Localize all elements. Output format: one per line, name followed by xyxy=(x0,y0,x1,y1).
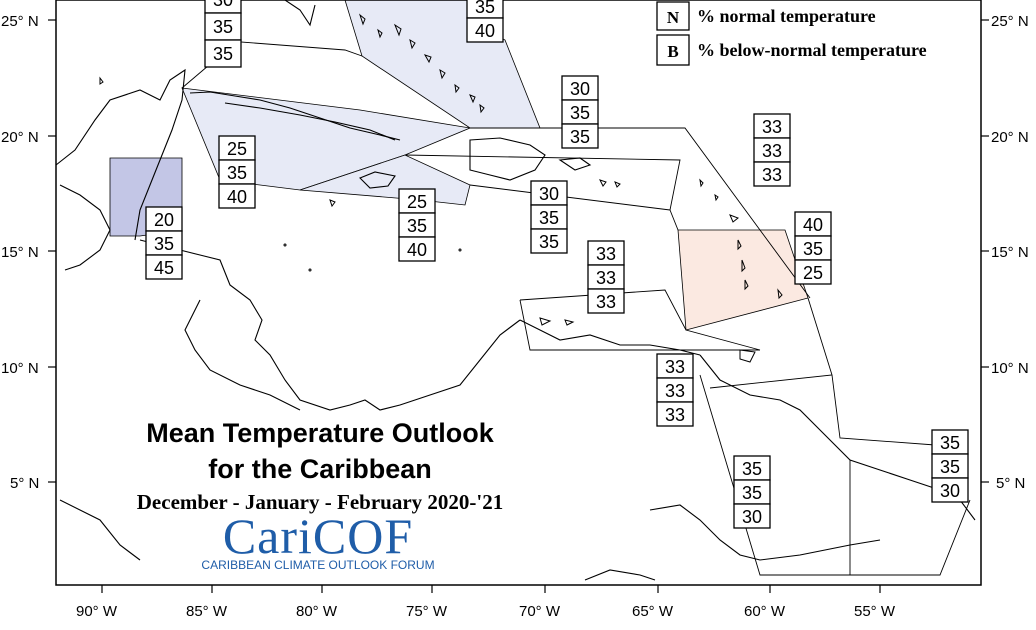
map-title-line1: Mean Temperature Outlook xyxy=(146,418,494,448)
lon-label: 80° W xyxy=(296,603,338,620)
lon-label: 70° W xyxy=(519,603,561,620)
prob-box-belize: 20 35 45 xyxy=(145,206,183,280)
prob-below: 40 xyxy=(407,240,427,260)
prob-normal: 33 xyxy=(596,268,616,288)
prob-below: 30 xyxy=(742,507,762,527)
prob-box-windwards: 40 35 25 xyxy=(794,211,832,285)
prob-box-guianas-east: 35 35 30 xyxy=(931,429,969,503)
prob-normal: 35 xyxy=(539,208,559,228)
prob-box-northern-leewards: 33 33 33 xyxy=(753,113,791,187)
prob-box-bahamas-east: 35 40 xyxy=(466,0,504,43)
prob-normal: 35 xyxy=(154,234,174,254)
lon-label: 75° W xyxy=(406,603,448,620)
map-subtitle: December - January - February 2020-'21 xyxy=(136,490,504,514)
prob-above: 30 xyxy=(539,184,559,204)
longitude-ticks xyxy=(101,585,881,593)
longitude-labels: 90° W 85° W 80° W 75° W 70° W 65° W 60° … xyxy=(76,603,896,620)
prob-below: 30 xyxy=(940,481,960,501)
latitude-labels-left: 25° N 20° N 15° N 10° N 5° N xyxy=(1,13,39,492)
coastlines xyxy=(55,0,976,581)
lat-label: 15° N xyxy=(1,244,39,261)
prob-below: 33 xyxy=(596,292,616,312)
svg-text:N: N xyxy=(667,8,680,27)
prob-normal: 35 xyxy=(213,17,233,37)
logo-wordmark: CariCOF xyxy=(222,508,414,564)
lat-label: 25° N xyxy=(991,13,1029,30)
lat-label: 10° N xyxy=(1,360,39,377)
prob-box-hispaniola-south: 30 35 35 xyxy=(530,180,568,254)
prob-normal: 35 xyxy=(475,0,495,17)
prob-above: 33 xyxy=(762,117,782,137)
prob-normal: 35 xyxy=(570,103,590,123)
prob-above: 35 xyxy=(742,459,762,479)
lat-label: 25° N xyxy=(1,13,39,30)
prob-box-bahamas-west: 30 35 35 xyxy=(204,0,242,68)
lon-label: 60° W xyxy=(744,603,786,620)
lat-label: 5° N xyxy=(10,475,39,492)
legend-key-below: B xyxy=(656,34,690,66)
prob-box-abc-islands: 33 33 33 xyxy=(587,240,625,314)
prob-box-greater-antilles-east: 30 35 35 xyxy=(561,75,599,149)
zone-windwards-fill xyxy=(677,229,809,331)
logo-tagline: CARIBBEAN CLIMATE OUTLOOK FORUM xyxy=(201,558,435,572)
prob-above: 33 xyxy=(596,244,616,264)
lat-label: 5° N xyxy=(996,475,1025,492)
legend-key-normal: N xyxy=(656,1,690,31)
prob-above: 33 xyxy=(665,357,685,377)
prob-normal: 33 xyxy=(665,381,685,401)
prob-below: 40 xyxy=(227,187,247,207)
prob-box-cuba-cayman: 25 35 40 xyxy=(218,135,256,209)
legend: N % normal temperature B % below-normal … xyxy=(656,1,927,66)
legend-label-below: % below-normal temperature xyxy=(697,40,927,60)
prob-box-guyana: 35 35 30 xyxy=(733,455,771,529)
caricof-logo: CariCOF CARIBBEAN CLIMATE OUTLOOK FORUM xyxy=(200,510,436,572)
prob-box-trinidad-tobago: 33 33 33 xyxy=(656,353,694,427)
probability-boxes: 30 35 35 35 40 30 35 35 33 33 33 25 35 4… xyxy=(145,0,969,529)
lat-label: 10° N xyxy=(991,360,1029,377)
lon-label: 90° W xyxy=(76,603,118,620)
lat-label: 20° N xyxy=(1,129,39,146)
prob-normal: 33 xyxy=(762,141,782,161)
zone-bahamas-east-fill xyxy=(344,0,541,129)
prob-normal: 35 xyxy=(742,483,762,503)
prob-below: 40 xyxy=(475,21,495,41)
lat-label: 15° N xyxy=(991,244,1029,261)
prob-normal: 35 xyxy=(407,216,427,236)
lon-label: 55° W xyxy=(854,603,896,620)
prob-above: 25 xyxy=(407,192,427,212)
svg-text:B: B xyxy=(667,42,678,61)
prob-below: 45 xyxy=(154,258,174,278)
prob-above: 20 xyxy=(154,210,174,230)
lon-label: 85° W xyxy=(186,603,228,620)
prob-below: 35 xyxy=(570,127,590,147)
map-title-line2: for the Caribbean xyxy=(208,454,432,484)
prob-below: 25 xyxy=(803,263,823,283)
prob-below: 33 xyxy=(665,405,685,425)
prob-normal: 35 xyxy=(803,239,823,259)
prob-below: 35 xyxy=(213,44,233,64)
latitude-labels-right: 25° N 20° N 15° N 10° N 5° N xyxy=(991,13,1029,492)
prob-above: 35 xyxy=(940,433,960,453)
map-frame xyxy=(55,0,982,586)
prob-above: 30 xyxy=(570,79,590,99)
prob-above: 40 xyxy=(803,215,823,235)
prob-normal: 35 xyxy=(940,457,960,477)
prob-below: 35 xyxy=(539,232,559,252)
legend-label-normal: % normal temperature xyxy=(697,6,876,26)
prob-above: 25 xyxy=(227,139,247,159)
prob-box-jamaica: 25 35 40 xyxy=(398,188,436,262)
prob-above: 30 xyxy=(213,0,233,10)
prob-below: 33 xyxy=(762,165,782,185)
latitude-ticks xyxy=(48,19,989,483)
lon-label: 65° W xyxy=(632,603,674,620)
prob-normal: 35 xyxy=(227,163,247,183)
lat-label: 20° N xyxy=(991,129,1029,146)
